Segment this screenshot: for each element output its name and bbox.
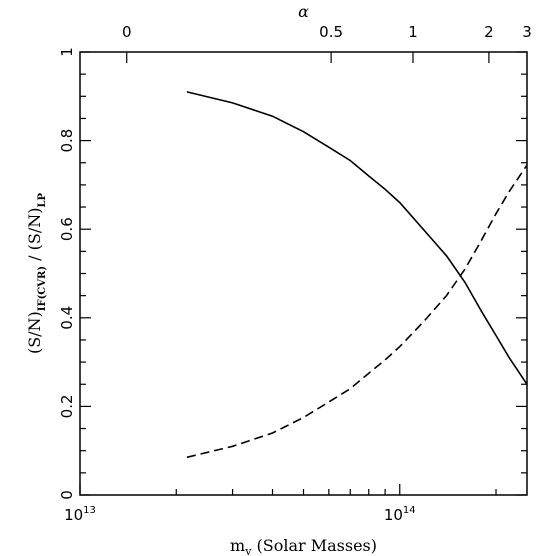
y-tick-label: 0.8 xyxy=(58,129,76,153)
top-tick-label: 2 xyxy=(484,23,494,41)
top-tick-label: 0 xyxy=(122,23,132,41)
y-axis-title-sub1: IF(CVR) xyxy=(37,266,48,311)
top-tick-label: 1 xyxy=(408,23,418,41)
x-tick-label-base: 10 xyxy=(64,506,83,524)
x-axis-title: mv (Solar Masses) xyxy=(230,536,377,556)
y-tick-label: 1 xyxy=(58,47,76,57)
series-layer xyxy=(186,91,528,459)
y-tick-label: 0 xyxy=(58,490,76,500)
ticks xyxy=(79,51,527,496)
plot-frame xyxy=(79,51,528,496)
x-tick-label: 1013 xyxy=(64,505,96,524)
y-axis-title-sub2: LP xyxy=(37,192,48,207)
y-axis-title-part2: / (S/N) xyxy=(25,208,44,266)
y-tick-label: 0.4 xyxy=(58,306,76,330)
x-tick-label: 1014 xyxy=(384,505,416,524)
top-tick-label: 0.5 xyxy=(319,23,343,41)
x-tick-label-exponent: 14 xyxy=(403,505,416,516)
y-tick-label: 0.2 xyxy=(58,394,76,418)
top-axis-title: α xyxy=(298,2,309,21)
x-axis-title-sub: v xyxy=(244,545,252,556)
series-line-dashed xyxy=(186,164,528,459)
series-line-solid xyxy=(186,91,528,385)
x-axis-title-rest: (Solar Masses) xyxy=(251,536,377,555)
y-axis-title: (S/N)IF(CVR) / (S/N)LP xyxy=(25,192,48,354)
y-tick-label: 0.6 xyxy=(58,217,76,241)
x-axis-title-main: m xyxy=(230,536,245,555)
top-tick-label: 3 xyxy=(522,23,532,41)
x-tick-label-exponent: 13 xyxy=(83,505,96,516)
y-axis-title-part1: (S/N) xyxy=(25,311,44,354)
x-tick-label-base: 10 xyxy=(384,506,403,524)
